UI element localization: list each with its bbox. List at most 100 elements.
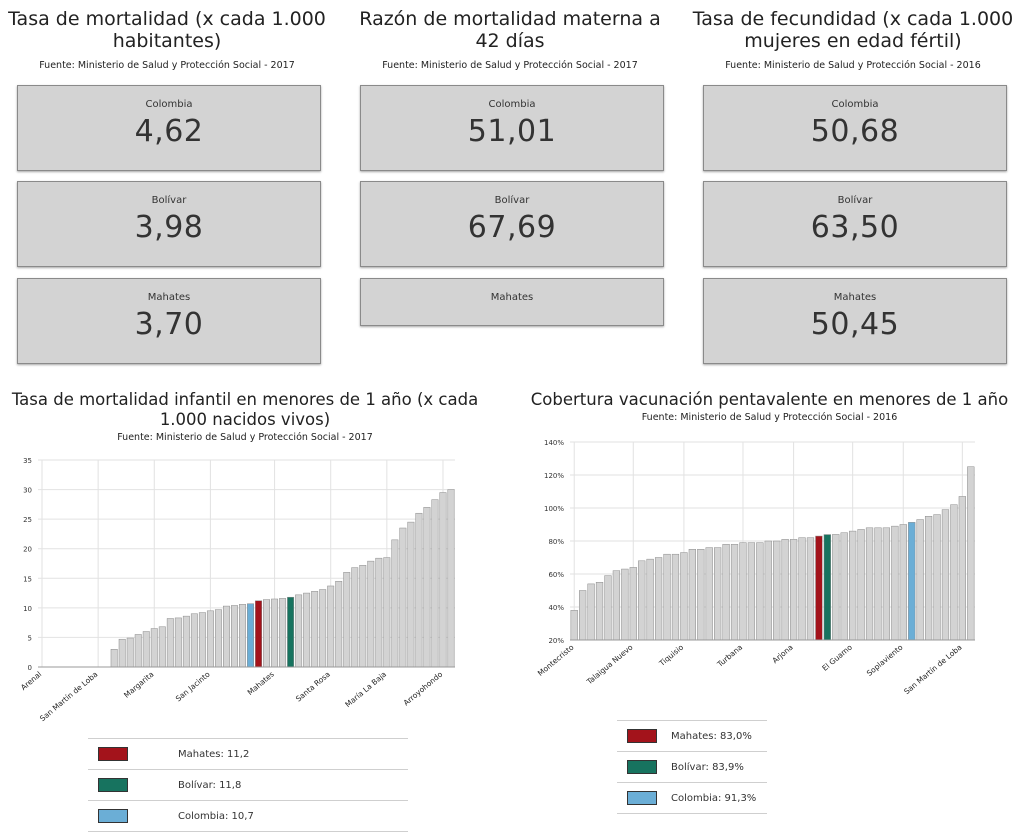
kpi-label: Colombia — [488, 99, 536, 110]
bar — [439, 492, 447, 668]
bar-bolivar — [823, 534, 831, 641]
legend-item-bolivar: Bolívar: 83,9% — [617, 751, 767, 782]
y-tick-label: 25 — [23, 516, 32, 524]
kpi-label: Mahates — [490, 292, 534, 303]
chart-title-infant-mortality: Tasa de mortalidad infantil en menores d… — [11, 390, 479, 429]
bar — [158, 626, 166, 668]
bar — [891, 525, 899, 641]
chart-source-vaccination: Fuente: Ministerio de Salud y Protección… — [641, 412, 898, 423]
bar — [680, 552, 688, 641]
bar — [722, 544, 730, 641]
y-tick-label: 5 — [28, 634, 32, 642]
kpi-label: Bolívar — [494, 195, 530, 206]
legend-label: Bolívar: 83,9% — [671, 761, 744, 773]
bar — [399, 527, 407, 668]
kpi-label: Bolívar — [837, 195, 873, 206]
bar — [150, 628, 158, 668]
bar — [319, 589, 327, 668]
bar — [407, 521, 415, 668]
bar — [375, 557, 383, 668]
y-tick-label: 0 — [28, 664, 32, 672]
bar — [604, 575, 612, 641]
x-tick-label: Tiquisio — [657, 642, 686, 668]
bar — [916, 519, 924, 641]
chart-source-infant-mortality: Fuente: Ministerio de Salud y Protección… — [117, 432, 373, 443]
bar — [832, 534, 840, 641]
bar — [924, 516, 933, 641]
bar — [118, 638, 126, 668]
bar — [638, 560, 646, 641]
bar — [447, 489, 455, 668]
bar — [303, 592, 311, 668]
bar — [671, 553, 680, 641]
kpi-label: Mahates — [147, 292, 191, 303]
kpi-fertility-rate: Tasa de fecundidad (x cada 1.000 mujeres… — [688, 8, 1018, 364]
legend-label: Mahates: 83,0% — [671, 730, 752, 742]
kpi-card-mahates: Mahates 3,70 — [17, 278, 321, 364]
bar — [174, 617, 182, 668]
bar — [311, 591, 319, 668]
kpi-label: Mahates — [833, 292, 877, 303]
kpi-card-bolivar: Bolívar 63,50 — [703, 181, 1007, 267]
kpi-label: Bolívar — [151, 195, 187, 206]
bar — [714, 547, 722, 641]
kpi-maternal-mortality: Razón de mortalidad materna a 42 días Fu… — [345, 8, 675, 326]
bar — [967, 466, 975, 641]
legend-label: Colombia: 91,3% — [671, 792, 757, 804]
y-tick-label: 60% — [548, 571, 564, 579]
kpi-mortality-rate: Tasa de mortalidad (x cada 1.000 habitan… — [2, 8, 332, 364]
bar — [958, 496, 966, 641]
bar — [621, 568, 629, 641]
kpi-value: 3,70 — [134, 307, 204, 342]
x-tick-label: Arjona — [771, 643, 795, 665]
kpi-source: Fuente: Ministerio de Salud y Protección… — [725, 60, 981, 71]
kpi-value: 50,68 — [810, 114, 900, 149]
bar — [941, 509, 950, 641]
bar — [279, 598, 287, 668]
y-tick-label: 20 — [23, 546, 32, 554]
bar — [697, 549, 705, 641]
kpi-card-mahates: Mahates — [360, 278, 664, 326]
bar — [747, 542, 756, 641]
bar — [110, 649, 118, 668]
kpi-label: Colombia — [145, 99, 193, 110]
y-tick-label: 40% — [548, 604, 564, 612]
x-tick-label: Arenal — [19, 670, 43, 692]
bar — [359, 565, 367, 668]
swatch-mahates — [627, 729, 657, 743]
bar — [587, 583, 595, 641]
bar — [383, 557, 391, 668]
bar-bolivar — [287, 596, 295, 668]
legend-item-bolivar: Bolívar: 11,8 — [88, 769, 408, 800]
bar — [142, 631, 150, 668]
y-tick-label: 30 — [23, 487, 32, 495]
x-tick-label: San Martín de Loba — [38, 670, 99, 724]
bar — [367, 560, 375, 668]
bar — [798, 537, 806, 641]
bar — [739, 542, 747, 641]
bar — [612, 570, 621, 641]
y-tick-label: 15 — [23, 575, 32, 583]
x-tick-label: Margarita — [122, 670, 155, 700]
bar — [579, 590, 587, 641]
legend-item-mahates: Mahates: 11,2 — [88, 738, 408, 769]
x-tick-label: Talaigua Nuevo — [584, 642, 635, 687]
y-tick-label: 10 — [23, 605, 32, 613]
bar-colombia — [247, 603, 254, 668]
bar — [899, 524, 907, 641]
bar — [629, 567, 637, 641]
bar — [166, 618, 174, 668]
bar-colombia — [908, 522, 916, 641]
swatch-mahates — [98, 747, 128, 761]
kpi-value: 50,45 — [810, 307, 900, 342]
bar — [126, 637, 134, 668]
bar — [431, 499, 439, 668]
y-tick-label: 120% — [544, 472, 564, 480]
bar — [198, 612, 206, 668]
bar — [849, 530, 857, 641]
bar — [271, 598, 279, 668]
x-tick-label: San Jacinto — [174, 669, 212, 703]
bar — [351, 567, 359, 668]
kpi-title: Tasa de fecundidad (x cada 1.000 mujeres… — [692, 8, 1014, 52]
bar — [182, 615, 190, 668]
